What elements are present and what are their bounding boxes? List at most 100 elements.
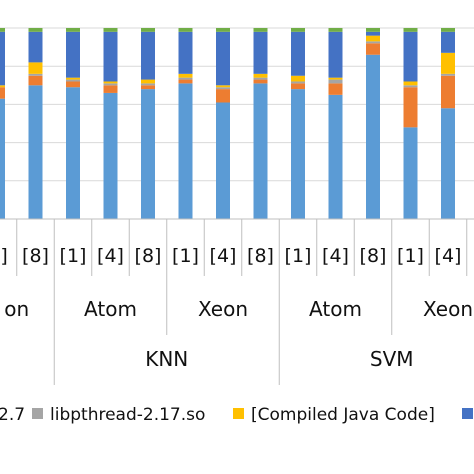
bar-segment (216, 31, 230, 86)
bar-segment (0, 28, 5, 32)
bar-segment (66, 28, 80, 32)
bar-segment (441, 73, 455, 76)
bar-segment (253, 31, 268, 74)
bar-segment (328, 94, 343, 219)
bar-segment (253, 79, 268, 84)
bar-segment (441, 31, 455, 53)
tick-label: [8] (247, 245, 274, 267)
bar-segment (328, 31, 343, 78)
bar-segment (178, 83, 193, 219)
bar-segment (103, 31, 118, 82)
bar-segment (141, 85, 155, 90)
bar-segment (178, 79, 193, 84)
tick-label: [4] (322, 245, 349, 267)
tick-label: [8] (360, 245, 387, 267)
bar-segment (66, 77, 80, 80)
bar-segment (178, 73, 193, 78)
tick-label: [1] (285, 245, 312, 267)
bar-segment (441, 108, 455, 219)
bar-segment (66, 79, 80, 82)
bar-segment (291, 75, 305, 82)
bar-segment (216, 87, 230, 90)
axis-labels: 4][8][1][4][8][1][4][8][1][4][8][1][4][o… (0, 245, 473, 371)
bar-segment (366, 43, 380, 55)
bars (0, 28, 455, 220)
bar-segment (66, 87, 80, 220)
bar-segment (328, 77, 343, 80)
bar-segment (291, 83, 305, 90)
bar-segment (0, 87, 5, 99)
bar-segment (216, 102, 230, 219)
legend-swatch (32, 408, 43, 419)
bar-segment (141, 28, 155, 32)
bar-segment (366, 54, 380, 219)
legend: 2.7 libpthread-2.17.so [Compiled Java Code… (0, 405, 473, 425)
bar-segment (366, 31, 380, 36)
bar-segment (28, 73, 43, 76)
bar-segment (403, 87, 418, 128)
bar-segment (141, 83, 155, 86)
tick-label: [1] (60, 245, 87, 267)
bar-segment (0, 31, 5, 86)
tick-label: [1] (172, 245, 199, 267)
bar-segment (366, 35, 380, 42)
bar-segment (253, 77, 268, 80)
classifier-label: SVM (370, 347, 414, 371)
bar-segment (141, 89, 155, 220)
bar-segment (253, 28, 268, 32)
bar-segment (178, 28, 193, 32)
bar-segment (366, 41, 380, 44)
bar-segment (66, 81, 80, 88)
bar-segment (328, 28, 343, 32)
bar-segment (103, 83, 118, 86)
tick-label: [4] (435, 245, 462, 267)
bar-segment (28, 28, 43, 32)
bar-segment (216, 89, 230, 103)
bar-segment (291, 28, 305, 32)
bar-segment (403, 85, 418, 88)
legend-swatch (233, 408, 244, 419)
bar-segment (0, 85, 5, 88)
tick-label: [4] (97, 245, 124, 267)
tick-label: [4] (210, 245, 237, 267)
bar-segment (103, 81, 118, 84)
bar-segment (403, 28, 418, 32)
legend-label: [Compiled Java Code] (251, 405, 435, 425)
bar-segment (328, 79, 343, 84)
bar-segment (253, 83, 268, 219)
classifier-label: KNN (145, 347, 188, 371)
bar-segment (253, 73, 268, 78)
tick-label: 4] (0, 245, 8, 267)
processor-label: on (4, 297, 29, 321)
legend-swatch (462, 408, 473, 419)
bar-segment (403, 81, 418, 86)
bar-segment (216, 85, 230, 88)
bar-segment (141, 79, 155, 84)
bar-segment (28, 62, 43, 74)
bar-segment (328, 83, 343, 95)
bar-segment (0, 98, 5, 219)
bar-segment (403, 31, 418, 82)
bar-segment (103, 85, 118, 93)
bar-segment (66, 31, 80, 78)
bar-segment (103, 92, 118, 219)
tick-label: [8] (135, 245, 162, 267)
legend-label: libpthread-2.17.so (50, 405, 205, 425)
processor-label: Xeon (198, 297, 248, 321)
bar-segment (141, 31, 155, 80)
bar-segment (291, 89, 305, 220)
bar-segment (28, 85, 43, 219)
tick-label: [8] (22, 245, 49, 267)
bar-segment (216, 28, 230, 32)
bar-segment (403, 127, 418, 219)
bar-segment (178, 31, 193, 74)
bar-segment (291, 81, 305, 84)
processor-label: Atom (309, 297, 362, 321)
tick-label: [1] (397, 245, 424, 267)
legend-label: 2.7 (0, 405, 25, 425)
bar-segment (28, 31, 43, 63)
bar-segment (28, 75, 43, 86)
bar-segment (441, 75, 455, 109)
bar-segment (103, 28, 118, 32)
